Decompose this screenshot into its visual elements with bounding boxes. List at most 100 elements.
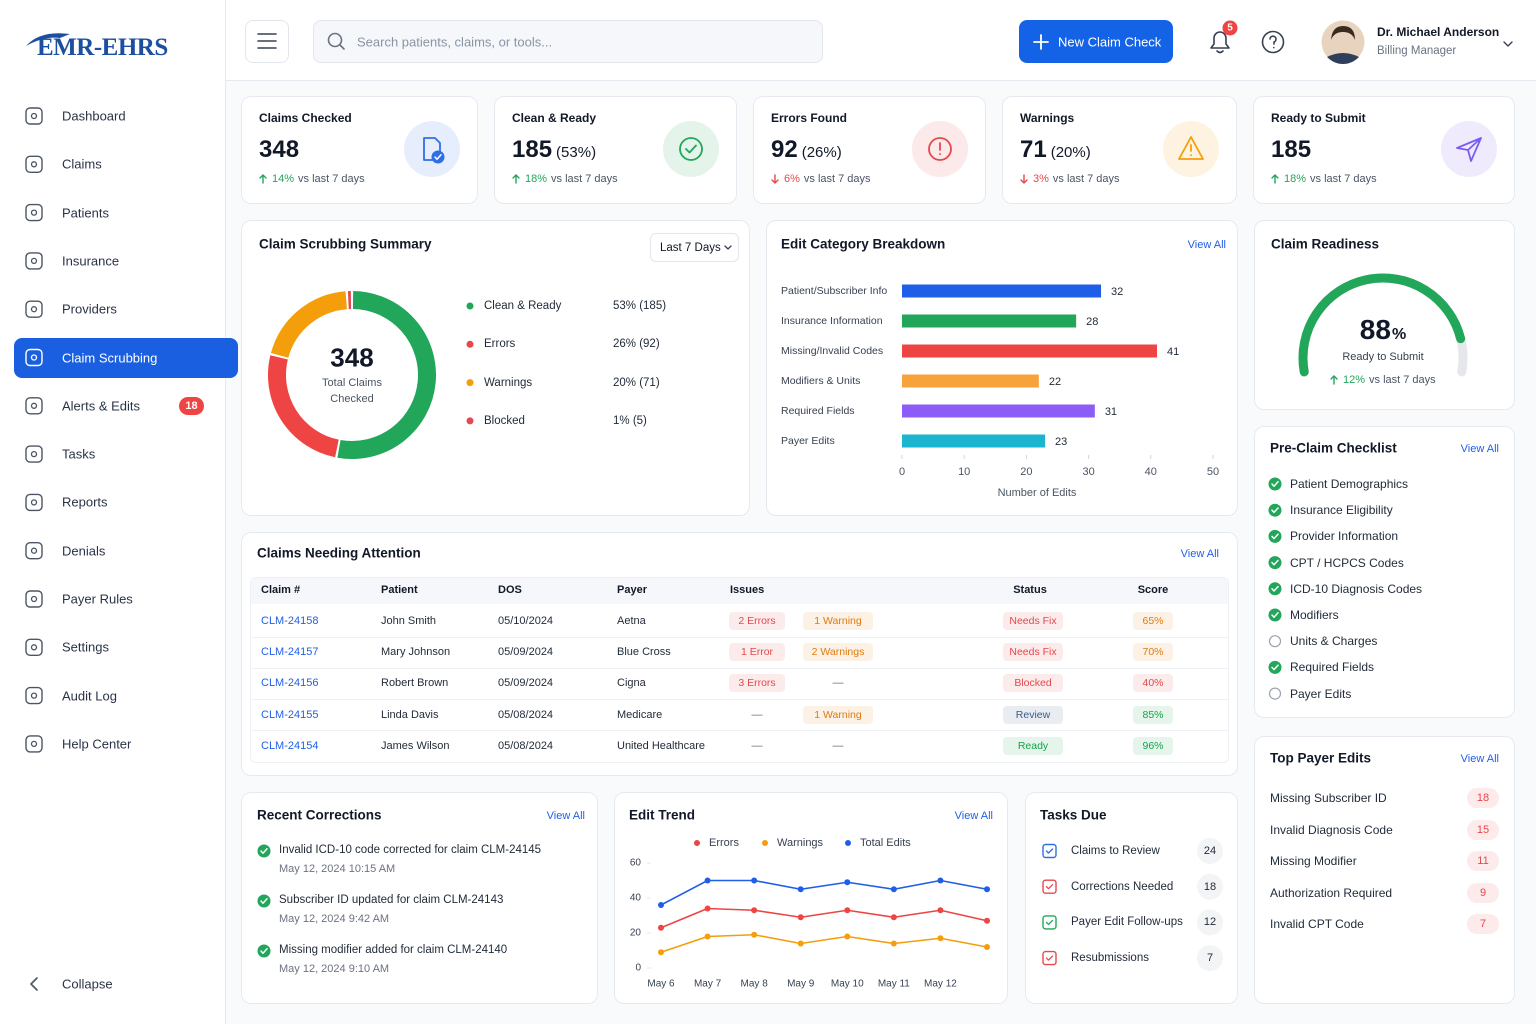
search-box[interactable]	[313, 20, 823, 63]
claim-id[interactable]: CLM-24156	[261, 677, 319, 690]
gauge-fill	[1298, 273, 1466, 377]
patient: James Wilson	[381, 739, 450, 752]
payer: United Healthcare	[617, 739, 706, 752]
payer-edit-label: Invalid CPT Code	[1270, 917, 1364, 931]
column-header: Score	[1137, 584, 1169, 596]
bar	[902, 284, 1102, 298]
claim-id[interactable]: CLM-24157	[261, 646, 319, 659]
trend-point	[984, 917, 990, 924]
nav-item[interactable]: Alerts & Edits	[62, 398, 141, 414]
task-count: 18	[1203, 880, 1217, 893]
nav-item[interactable]: Tasks	[62, 446, 96, 462]
donut-center-value: 348	[330, 342, 374, 373]
x-tick-label: May 8	[740, 978, 768, 990]
row-divider	[251, 699, 1228, 701]
nav-item[interactable]: Payer Rules	[62, 591, 133, 607]
view-all-link[interactable]: View All	[1180, 548, 1219, 560]
task-label[interactable]: Resubmissions	[1071, 952, 1149, 965]
nav-active-bg	[14, 337, 238, 378]
check-mark	[260, 898, 268, 904]
checklist-title: Pre-Claim Checklist	[1270, 440, 1397, 456]
kpi-card	[241, 96, 478, 204]
view-all-link[interactable]: View All	[546, 810, 585, 822]
user-name[interactable]: Dr. Michael Anderson	[1377, 25, 1500, 39]
task-label[interactable]: Corrections Needed	[1071, 880, 1174, 893]
bar-value: 41	[1167, 346, 1180, 358]
task-icon	[1042, 843, 1057, 859]
nav-icon-dot	[30, 402, 38, 409]
nav-icon-dot	[30, 692, 38, 699]
nav-icon-dot	[30, 257, 38, 265]
x-tick-label: May 7	[693, 978, 722, 990]
x-tick-label: 0	[898, 466, 906, 478]
bar-value: 28	[1086, 316, 1099, 328]
summary-card	[241, 220, 750, 516]
payer-edit-badge	[1467, 882, 1499, 903]
readiness-title: Claim Readiness	[1271, 236, 1380, 252]
legend-dot	[694, 840, 700, 846]
nav-item[interactable]: Audit Log	[62, 688, 117, 704]
view-all-link[interactable]: View All	[954, 810, 993, 822]
nav-icon	[25, 203, 43, 222]
view-all-link[interactable]: View All	[1187, 239, 1226, 251]
nav-item[interactable]: Reports	[62, 494, 108, 510]
kpi-value-row: 348	[259, 136, 299, 164]
collapse[interactable]: Collapse	[62, 976, 113, 992]
nav-item[interactable]: Patients	[62, 205, 109, 221]
trend-point	[844, 933, 851, 940]
score-chip: 85%	[1142, 708, 1164, 721]
status-chip: Needs Fix	[1009, 615, 1057, 627]
range-dropdown[interactable]	[650, 233, 739, 262]
score-chip: 65%	[1142, 615, 1164, 627]
nav-item[interactable]: Claims	[62, 156, 102, 172]
claim-id[interactable]: CLM-24158	[261, 615, 319, 627]
no-issue: —	[832, 677, 844, 690]
payer-edit-count: 7	[1479, 918, 1487, 930]
correction-time: May 12, 2024 9:42 AM	[279, 913, 390, 925]
claim-id[interactable]: CLM-24155	[261, 708, 319, 721]
view-all-link[interactable]: View All	[1460, 443, 1499, 455]
gauge-value: 88	[1359, 314, 1391, 345]
correction-time: May 12, 2024 10:15 AM	[279, 863, 396, 875]
nav-item[interactable]: Denials	[62, 543, 106, 559]
nav-icon-dot	[30, 740, 38, 748]
trend-point	[890, 886, 897, 893]
bar-category: Insurance Information	[781, 315, 883, 327]
nav-item[interactable]: Claim Scrubbing	[62, 350, 158, 365]
donut-center-label: Total Claims Checked	[322, 377, 382, 405]
task-icon-mark	[1045, 955, 1054, 961]
no-issue: —	[751, 739, 763, 752]
kpi-value: 185	[512, 136, 553, 163]
task-icon-mark	[1045, 919, 1054, 926]
nav-badge: 18	[185, 399, 198, 412]
help-glyph	[1269, 35, 1277, 49]
donut-segment	[337, 291, 436, 459]
bar-value: 22	[1048, 376, 1062, 388]
nav-item[interactable]: Dashboard	[62, 108, 126, 124]
tasks-title: Tasks Due	[1040, 807, 1107, 823]
trend-point	[797, 914, 804, 921]
pending-icon	[1268, 687, 1282, 700]
legend-label: Errors	[709, 837, 739, 849]
row-divider	[251, 730, 1228, 732]
task-label[interactable]: Payer Edit Follow-ups	[1071, 916, 1183, 929]
sidebar	[0, 0, 226, 1024]
nav-item[interactable]: Settings	[62, 639, 109, 655]
warning-chip: 1 Warning	[814, 708, 862, 721]
checklist-item: ICD-10 Diagnosis Codes	[1290, 581, 1423, 596]
nav-item[interactable]: Help Center	[62, 736, 132, 752]
nav-icon-dot	[30, 306, 38, 313]
task-label[interactable]: Claims to Review	[1071, 845, 1160, 857]
legend-dot	[845, 840, 851, 846]
help-icon	[1261, 30, 1285, 54]
claim-id[interactable]: CLM-24154	[261, 739, 319, 752]
dos: 05/09/2024	[498, 646, 554, 659]
nav-item[interactable]: Providers	[62, 301, 117, 317]
view-all-link[interactable]: View All	[1460, 753, 1499, 765]
trend-point	[751, 931, 758, 938]
nav-item[interactable]: Insurance	[62, 253, 120, 269]
trend-line	[660, 879, 988, 906]
trend-line	[660, 933, 988, 954]
